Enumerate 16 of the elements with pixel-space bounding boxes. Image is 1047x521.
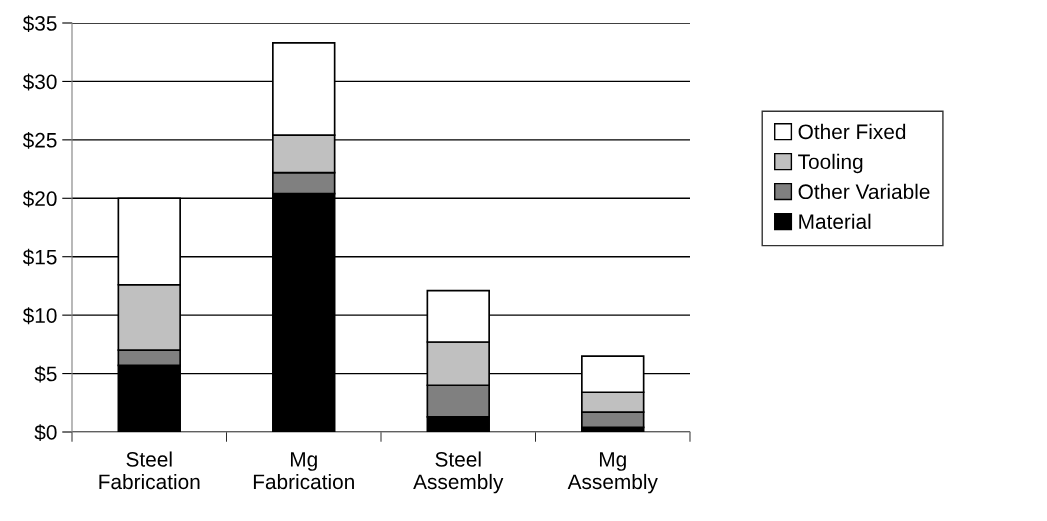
y-tick-label: $5 — [34, 365, 57, 383]
x-tick-label: Steel Fabrication — [99, 451, 200, 490]
x-tick-label: Mg Fabrication — [253, 452, 354, 490]
legend-label: Other Fixed — [798, 123, 906, 140]
y-tick-label: $0 — [34, 424, 57, 441]
y-tick-label: $15 — [22, 248, 57, 266]
y-tick-label: $20 — [22, 190, 57, 208]
legend-label: Tooling — [798, 153, 863, 174]
x-tick-label: Mg Assembly — [567, 452, 658, 494]
y-tick-label: $30 — [22, 73, 57, 91]
legend-label: Other Variable — [798, 183, 930, 200]
y-tick-label: $10 — [22, 307, 57, 325]
y-tick-label: $35 — [22, 15, 57, 32]
legend-label: Material — [799, 213, 871, 229]
y-tick-label: $25 — [22, 131, 57, 149]
x-tick-label: Steel Assembly — [413, 451, 504, 494]
